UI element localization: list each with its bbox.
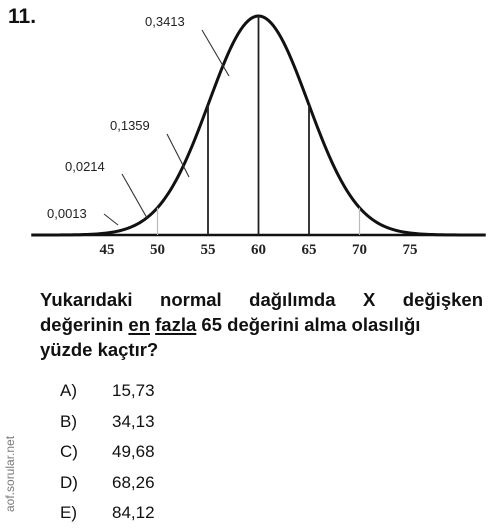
leader-line-2 [166, 133, 190, 178]
question-line-1: Yukarıdaki normal dağılımda X değişken [40, 289, 483, 310]
curve-layer [31, 14, 486, 237]
x-tick-label-45: 45 [100, 242, 115, 258]
underlined-en: en [128, 314, 150, 335]
leader-line-1 [121, 173, 148, 219]
question-line-2-end: 65 değerini alma olasılığı [196, 314, 421, 335]
x-tick-label-55: 55 [201, 242, 216, 258]
probability-label-1: 0,0214 [65, 159, 105, 174]
option-b-value: 34,13 [112, 411, 155, 431]
label-layer: 0,0013 0,0214 0,1359 0,3413 [47, 14, 230, 226]
question-number: 11. [8, 5, 37, 28]
leader-line-3 [201, 29, 230, 77]
watermark: aof.sorular.net [3, 435, 17, 512]
option-a[interactable]: A) 15,73 [60, 376, 155, 407]
option-e-letter: E) [60, 503, 77, 523]
question-text: Yukarıdaki normal dağılımda X değişken d… [40, 287, 483, 362]
option-c-letter: C) [60, 442, 78, 462]
x-tick-label-70: 70 [352, 242, 367, 258]
option-a-value: 15,73 [112, 381, 155, 401]
x-tick-label-50: 50 [150, 242, 165, 258]
option-e-value: 84,12 [112, 503, 155, 523]
normal-distribution-figure: 0,0013 0,0214 0,1359 0,3413 45 50 55 60 65 70 75 [31, 14, 486, 258]
probability-label-2: 0,1359 [110, 118, 150, 133]
question-line-2-start: değerinin [40, 314, 129, 335]
option-c[interactable]: C) 49,68 [60, 437, 155, 468]
option-d-value: 68,26 [112, 472, 155, 492]
option-d-letter: D) [60, 472, 78, 492]
option-c-value: 49,68 [112, 442, 155, 462]
x-tick-label-75: 75 [403, 242, 418, 258]
answer-options: A) 15,73 B) 34,13 C) 49,68 D) 68,26 E) 84,12 [60, 376, 155, 529]
probability-label-0: 0,0013 [47, 206, 87, 221]
option-a-letter: A) [60, 381, 77, 401]
question-line-2: değerinin en fazla 65 değerini alma olas… [40, 314, 420, 335]
option-b-letter: B) [60, 411, 77, 431]
leader-line-0 [103, 213, 119, 226]
x-tick-label-60: 60 [251, 242, 266, 258]
option-e[interactable]: E) 84,12 [60, 498, 155, 529]
tick-layer: 45 50 55 60 65 70 75 [100, 242, 418, 258]
underlined-fazla: fazla [155, 314, 197, 335]
option-d[interactable]: D) 68,26 [60, 468, 155, 499]
option-b[interactable]: B) 34,13 [60, 407, 155, 438]
probability-label-3: 0,3413 [145, 14, 185, 29]
question-line-3: yüzde kaçtır? [40, 339, 159, 360]
x-tick-label-65: 65 [302, 242, 317, 258]
